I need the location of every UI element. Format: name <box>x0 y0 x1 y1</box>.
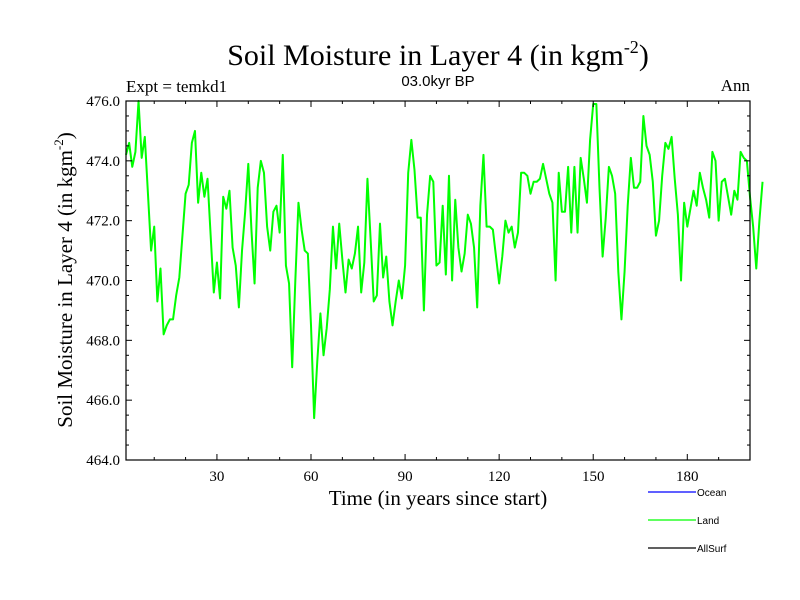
x-tick-label: 120 <box>488 469 511 485</box>
x-tick-label: 90 <box>398 469 413 485</box>
legend-label-allsurf: AllSurf <box>697 544 727 555</box>
chart-title-close: ) <box>639 39 649 72</box>
legend: Ocean Land AllSurf <box>648 488 727 555</box>
x-tick-label: 180 <box>676 469 699 485</box>
x-tick-label: 30 <box>209 469 224 485</box>
x-tick-label: 150 <box>582 469 605 485</box>
y-tick-label: 466.0 <box>86 393 120 409</box>
y-tick-label: 476.0 <box>86 94 120 110</box>
subtitle-center: 03.0kyr BP <box>401 73 474 90</box>
y-tick-label: 474.0 <box>86 154 120 170</box>
y-tick-label: 464.0 <box>86 453 120 469</box>
plot-area: 464.0 466.0 468.0 470.0 472.0 474.0 476.0 30 60 9… <box>86 94 764 485</box>
x-axis-label: Time (in years since start) <box>329 486 548 510</box>
y-axis-label: Soil Moisture in Layer 4 (in kgm-2) <box>51 132 77 427</box>
chart-title: Soil Moisture in Layer 4 (in kgm-2) <box>227 37 649 72</box>
y-tick-label: 468.0 <box>86 333 120 349</box>
y-tick-label: 470.0 <box>86 274 120 290</box>
chart-title-superscript: -2 <box>624 37 639 57</box>
y-tick-label: 472.0 <box>86 214 120 230</box>
axes-frame <box>125 100 751 461</box>
y-axis-label-superscript: -2 <box>51 139 66 150</box>
series-line-land <box>125 100 764 420</box>
y-axis-label-close: ) <box>53 132 77 139</box>
legend-label-ocean: Ocean <box>697 488 726 499</box>
subtitle-right: Ann <box>721 76 751 95</box>
legend-label-land: Land <box>697 516 719 527</box>
x-tick-label: 60 <box>304 469 319 485</box>
subtitle-left: Expt = temkd1 <box>126 77 227 96</box>
